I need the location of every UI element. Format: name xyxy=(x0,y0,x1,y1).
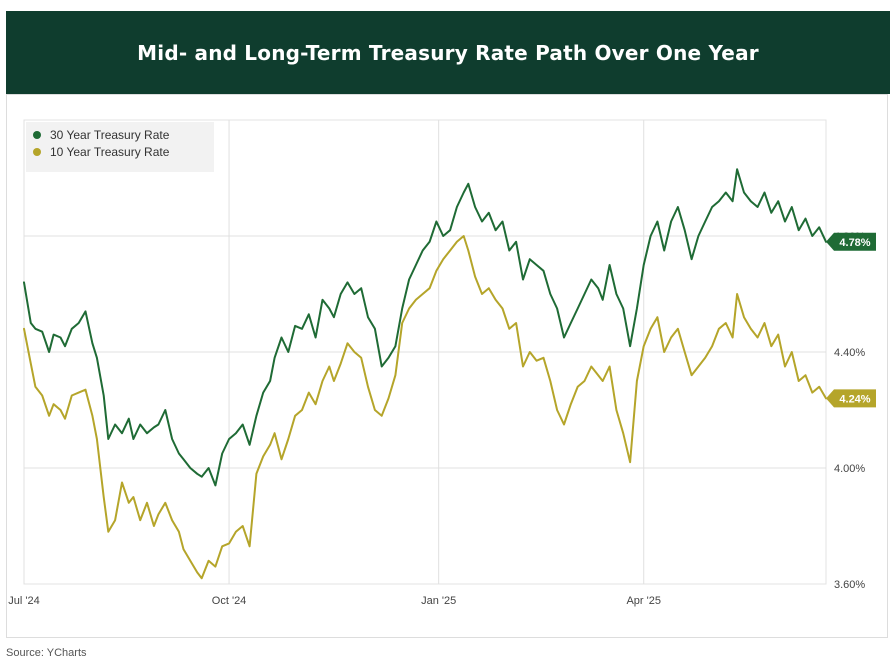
x-tick-label: Jan '25 xyxy=(421,595,456,607)
end-label-text: 4.24% xyxy=(839,393,870,405)
series-lines xyxy=(23,168,827,580)
x-axis-ticks: Jul '24 Oct '24 Jan '25 Apr '25 xyxy=(8,595,661,607)
last-value-labels: 4.78% 4.24% xyxy=(826,232,876,408)
x-tick-label: Oct '24 xyxy=(212,595,247,607)
chart-title: Mid- and Long-Term Treasury Rate Path Ov… xyxy=(137,40,759,65)
source-note: Source: YCharts xyxy=(6,647,87,659)
legend: 30 Year Treasury Rate 10 Year Treasury R… xyxy=(26,122,214,172)
legend-marker-10y xyxy=(33,148,41,156)
legend-label-10y: 10 Year Treasury Rate xyxy=(50,145,170,159)
legend-label-30y: 30 Year Treasury Rate xyxy=(50,128,170,142)
title-banner: Mid- and Long-Term Treasury Rate Path Ov… xyxy=(6,11,890,94)
end-label-30y: 4.78% xyxy=(826,232,876,251)
end-label-badge xyxy=(826,232,876,251)
y-axis-ticks: 3.60%4.00%4.40%4.80% xyxy=(834,231,865,591)
gridlines xyxy=(23,120,826,584)
series-line-30y xyxy=(23,168,827,487)
end-label-badge xyxy=(826,389,876,408)
y-tick-label: 4.40% xyxy=(834,347,865,359)
legend-marker-30y xyxy=(33,131,41,139)
y-tick-label: 3.60% xyxy=(834,579,865,591)
y-tick-label: 4.00% xyxy=(834,463,865,475)
x-tick-label: Jul '24 xyxy=(8,595,39,607)
end-label-text: 4.78% xyxy=(839,237,870,249)
legend-box xyxy=(26,122,214,172)
series-line-10y xyxy=(23,235,827,580)
x-tick-label: Apr '25 xyxy=(626,595,661,607)
end-label-10y: 4.24% xyxy=(826,389,876,408)
